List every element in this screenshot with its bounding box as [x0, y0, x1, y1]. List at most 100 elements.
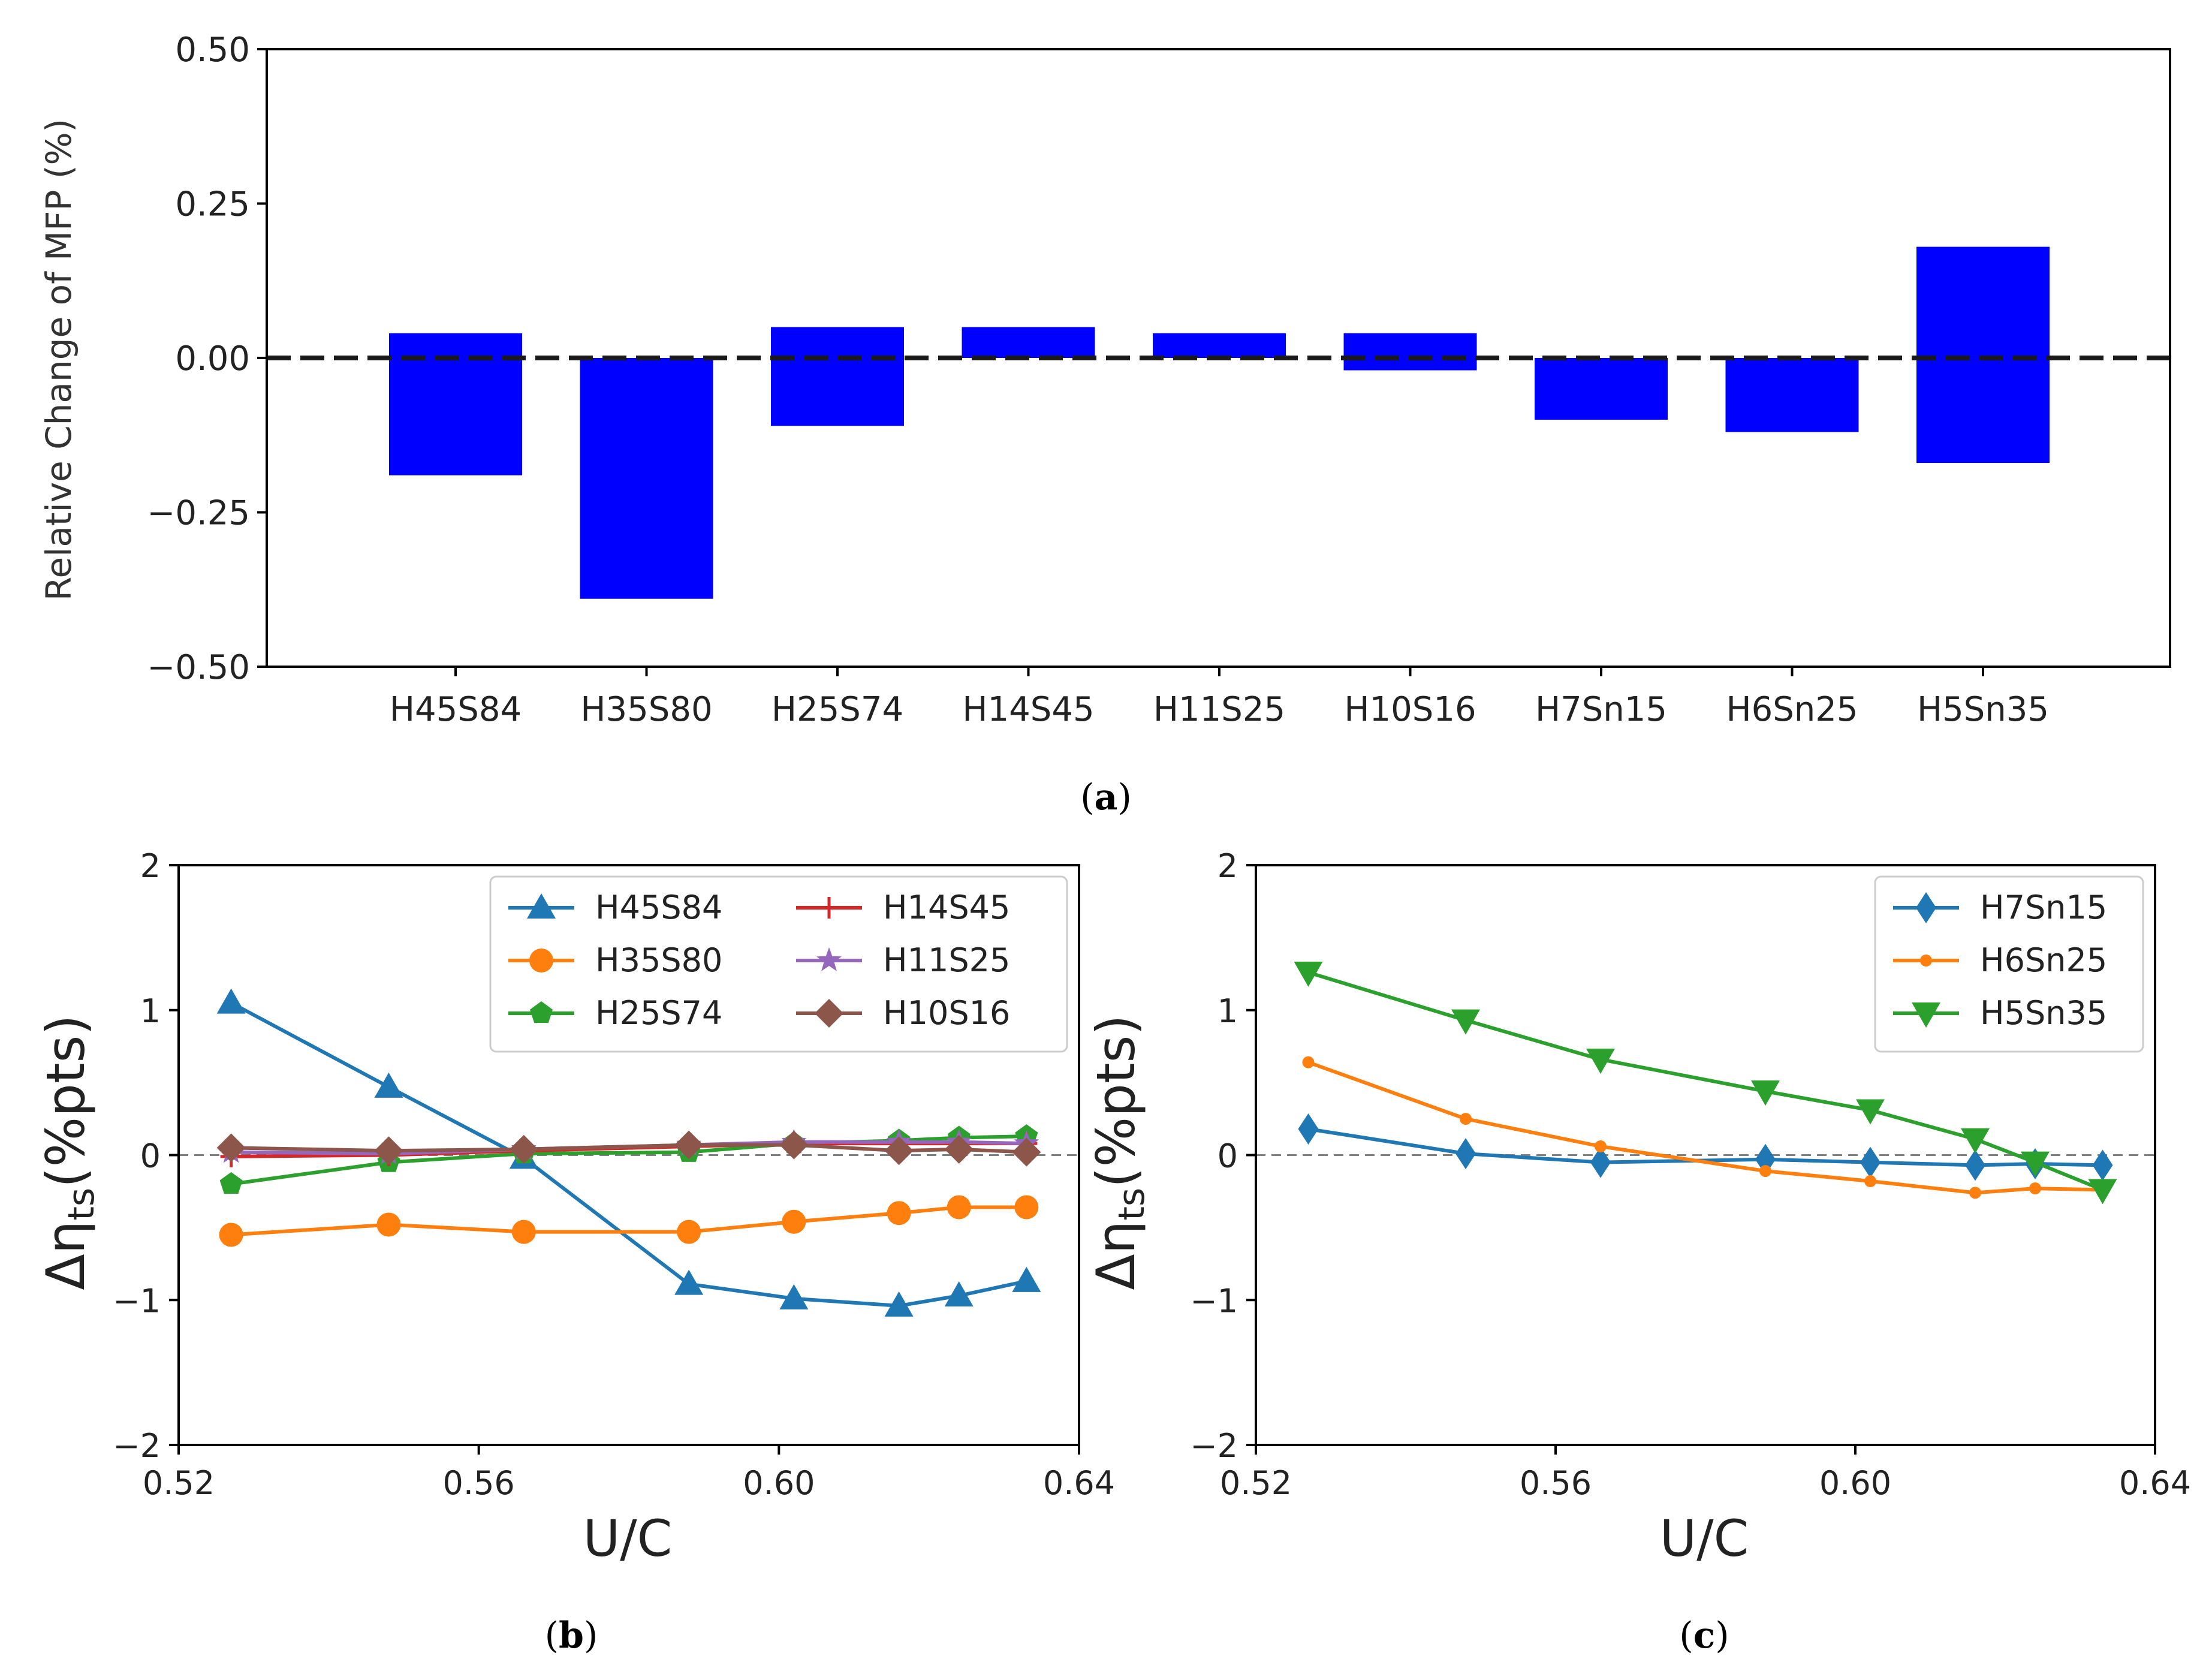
bar-H45S84-positive: [389, 333, 522, 358]
series-H5Sn35: [1294, 961, 2117, 1205]
x-tick-label: H25S74: [772, 690, 903, 729]
panel-c-legend: H7Sn15 H6Sn25 H5Sn35: [1874, 875, 2144, 1053]
panel-a-plot-frame: [266, 48, 2171, 668]
panel-b-legend: H45S84 H35S80 H25S74 H14S45 H11S25 H10S16: [489, 875, 1068, 1053]
legend-frame: [1874, 875, 2144, 1053]
data-point-H6Sn25: [1864, 1175, 1876, 1188]
legend-entry-H7Sn15: H7Sn15: [1893, 889, 2107, 926]
legend-label: H11S25: [883, 941, 1010, 979]
data-point-H6Sn25: [2029, 1182, 2041, 1195]
data-point-H10S16: [509, 1134, 538, 1164]
panel-a-y-ticks: 0.50 0.25 0.00 −0.25 −0.50: [147, 31, 267, 687]
data-point-H35S80: [219, 1223, 243, 1247]
data-point-H7Sn15: [2092, 1149, 2113, 1181]
y-tick-label: −0.25: [147, 494, 250, 533]
bar-H10S16-positive: [1343, 333, 1477, 358]
data-point-H5Sn35: [2088, 1179, 2117, 1205]
legend-frame: [489, 875, 1068, 1053]
x-tick-label: 0.56: [1520, 1464, 1592, 1502]
y-tick-label: 0: [140, 1137, 161, 1175]
bar-H5Sn35-positive: [1916, 246, 2050, 358]
legend-label: H25S74: [595, 994, 722, 1032]
panel-b-y-ticks: 2 1 0 −1 −2: [113, 847, 179, 1465]
data-point-H5Sn35: [1451, 1009, 1480, 1035]
panel-c-caption: (c): [1679, 1615, 1729, 1657]
legend-label: H35S80: [595, 941, 722, 979]
data-point-H10S16: [884, 1136, 914, 1166]
legend-marker-H14S45: [818, 897, 840, 919]
y-tick-label: −2: [113, 1427, 161, 1465]
y-tick-label: 0.25: [175, 185, 250, 224]
y-tick-label: 1: [140, 992, 161, 1030]
data-point-H6Sn25: [1595, 1140, 1607, 1152]
data-point-H7Sn15: [1755, 1143, 1776, 1175]
data-point-H35S80: [376, 1212, 401, 1237]
data-point-H7Sn15: [1455, 1138, 1476, 1170]
x-tick-label: 0.60: [743, 1464, 815, 1502]
panel-c-y-axis-label: Δηts(%pts): [1085, 1014, 1153, 1290]
panel-c-y-ticks: 2 1 0 −1 −2: [1190, 847, 1256, 1465]
data-point-H45S84: [779, 1284, 809, 1309]
data-point-H35S80: [1014, 1195, 1039, 1220]
y-tick-label: 0: [1217, 1137, 1238, 1175]
legend-label: H45S84: [595, 889, 722, 926]
panel-a-x-ticks: H45S84 H35S80 H25S74 H14S45 H11S25 H10S16 H7Sn…: [390, 667, 2049, 729]
x-tick-label: 0.60: [1819, 1464, 1891, 1502]
x-tick-label: H7Sn15: [1535, 690, 1667, 729]
data-point-H5Sn35: [1751, 1080, 1780, 1106]
legend-label: H5Sn35: [1980, 994, 2107, 1032]
panel-b-x-ticks: 0.52 0.56 0.60 0.64: [143, 1445, 1115, 1502]
y-tick-label: 2: [140, 847, 161, 885]
legend-entry-H14S45: H14S45: [796, 889, 1010, 926]
data-point-H35S80: [887, 1201, 911, 1226]
panel-c-line-chart: Δηts(%pts) U/C 210−1−2 0.52 0.56 0.60 0.64 …: [1085, 847, 2191, 1657]
data-point-H45S84: [1012, 1266, 1041, 1292]
data-point-H10S16: [944, 1134, 974, 1164]
legend-label: H6Sn25: [1980, 941, 2107, 979]
legend-marker-H5Sn35: [1912, 1002, 1940, 1028]
data-point-H35S80: [677, 1220, 701, 1244]
legend-entry-H5Sn35: H5Sn35: [1893, 994, 2107, 1032]
legend-entry-H10S16: H10S16: [796, 994, 1010, 1032]
bar-H25S74-negative: [771, 358, 904, 426]
y-tick-label: 0.50: [175, 31, 250, 70]
bar-H14S45-positive: [962, 327, 1095, 358]
legend-marker-H6Sn25: [1920, 955, 1932, 967]
x-tick-label: H11S25: [1153, 690, 1285, 729]
bar-H5Sn35-negative: [1916, 358, 2050, 463]
legend-entry-H6Sn25: H6Sn25: [1893, 941, 2107, 979]
bar-H6Sn25-negative: [1725, 358, 1859, 432]
panel-a-bars: [389, 246, 2050, 599]
series-line-H45S84: [230, 1001, 1027, 1308]
legend-marker-H11S25: [816, 947, 842, 971]
data-point-H45S84: [884, 1291, 914, 1317]
y-tick-label: 1: [1217, 992, 1238, 1030]
panel-a-y-axis-label: Relative Change of MFP (%): [38, 119, 79, 601]
panel-b-line-chart: Δηts(%pts) U/C 210−1−2 0.52 0.56 0.60 0.64 …: [35, 847, 1115, 1657]
panel-b-series: [216, 988, 1041, 1317]
data-point-H10S16: [779, 1130, 809, 1160]
x-tick-label: 0.64: [2119, 1464, 2191, 1502]
legend-entry-H45S84: H45S84: [508, 889, 722, 926]
legend-entry-H11S25: H11S25: [796, 941, 1010, 979]
x-tick-label: H45S84: [390, 690, 522, 729]
bar-H45S84-negative: [389, 358, 522, 475]
data-point-H35S80: [947, 1195, 971, 1220]
x-tick-label: H14S45: [962, 690, 1094, 729]
series-H7Sn15: [1298, 1113, 2113, 1181]
data-point-H45S84: [374, 1072, 403, 1098]
panel-a-bar-chart: Relative Change of MFP (%) 0.50 0.25 0.00 −…: [38, 31, 2171, 818]
data-point-H5Sn35: [1961, 1128, 1990, 1154]
data-point-H35S80: [782, 1209, 806, 1234]
bar-H11S25-positive: [1153, 333, 1286, 358]
panel-b-y-axis-label: Δηts(%pts): [35, 1014, 103, 1290]
data-point-H10S16: [216, 1133, 246, 1163]
data-point-H45S84: [674, 1269, 704, 1295]
panel-c-plot-frame: [1255, 864, 2156, 1446]
x-tick-label: 0.52: [1220, 1464, 1292, 1502]
data-point-H5Sn35: [1856, 1099, 1885, 1125]
data-point-H6Sn25: [1302, 1056, 1315, 1068]
x-tick-label: H35S80: [580, 690, 712, 729]
data-point-H45S84: [216, 988, 246, 1014]
